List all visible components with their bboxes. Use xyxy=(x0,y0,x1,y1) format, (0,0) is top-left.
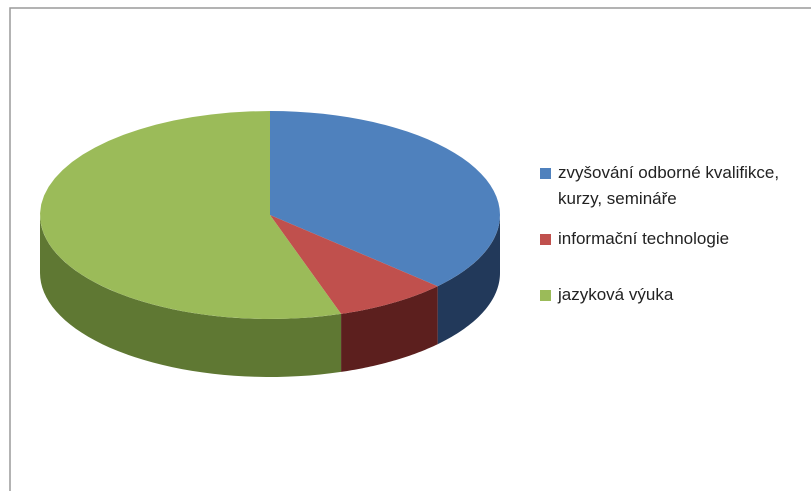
legend-label: zvyšování odborné kvalifikce, kurzy, sem… xyxy=(558,163,780,208)
legend-item: informační technologie xyxy=(540,226,800,252)
slice-side xyxy=(341,286,438,372)
legend: zvyšování odborné kvalifikce, kurzy, sem… xyxy=(540,160,800,308)
slice-side xyxy=(437,215,500,345)
legend-swatch xyxy=(540,168,551,179)
legend-item: zvyšování odborné kvalifikce, kurzy, sem… xyxy=(540,160,800,212)
pie-slice xyxy=(40,111,342,319)
legend-item: jazyková výuka xyxy=(540,282,800,308)
legend-swatch xyxy=(540,234,551,245)
pie-slice xyxy=(270,111,500,287)
pie-slice xyxy=(270,215,438,314)
legend-label: jazyková výuka xyxy=(558,285,674,304)
legend-label: informační technologie xyxy=(558,229,730,248)
slice-side xyxy=(40,215,342,377)
legend-swatch xyxy=(540,290,551,301)
